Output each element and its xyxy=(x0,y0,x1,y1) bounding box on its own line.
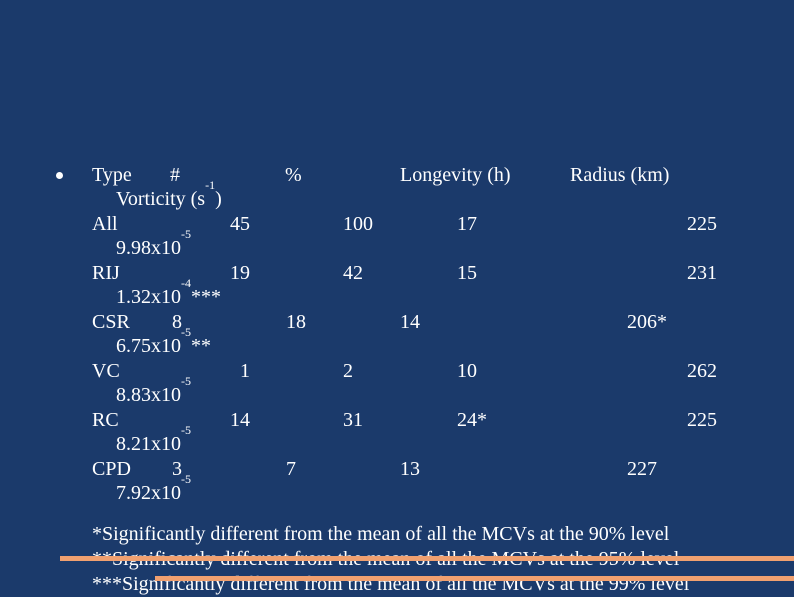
header-radius: Radius (km) xyxy=(570,164,670,186)
row-percent: 31 xyxy=(343,409,363,431)
row-longevity: 15 xyxy=(457,262,477,284)
row-vorticity: 1.32x10-4*** xyxy=(116,276,221,308)
row-radius: 227 xyxy=(627,458,657,480)
row-longevity: 24* xyxy=(457,409,487,431)
row-type: CPD xyxy=(92,458,131,480)
row-vorticity: 9.98x10-5 xyxy=(116,227,191,259)
row-percent: 2 xyxy=(343,360,353,382)
row-vorticity: 8.21x10-5 xyxy=(116,423,191,455)
row-type: RC xyxy=(92,409,119,431)
row-number: 1 xyxy=(240,360,250,382)
row-number: 8 xyxy=(172,311,182,333)
row-type: CSR xyxy=(92,311,130,333)
accent-stripe-top xyxy=(60,556,794,561)
bullet-dot xyxy=(56,172,63,179)
row-percent: 100 xyxy=(343,213,373,235)
header-type: Type xyxy=(92,164,132,186)
row-vorticity: 7.92x10-5 xyxy=(116,472,191,504)
accent-stripe-bottom xyxy=(155,576,794,581)
row-longevity: 10 xyxy=(457,360,477,382)
row-number: 19 xyxy=(230,262,250,284)
footnote-90: *Significantly different from the mean o… xyxy=(92,523,670,545)
header-vorticity: Vorticity (s-1) xyxy=(116,178,222,210)
row-number: 45 xyxy=(230,213,250,235)
row-vorticity: 6.75x10-5** xyxy=(116,325,211,357)
row-radius: 225 xyxy=(687,409,717,431)
row-radius: 231 xyxy=(687,262,717,284)
row-number: 14 xyxy=(230,409,250,431)
row-percent: 7 xyxy=(286,458,296,480)
header-number: # xyxy=(170,164,180,186)
row-radius: 262 xyxy=(687,360,717,382)
row-radius: 225 xyxy=(687,213,717,235)
row-vorticity: 8.83x10-5 xyxy=(116,374,191,406)
row-type: VC xyxy=(92,360,120,382)
row-radius: 206* xyxy=(627,311,667,333)
row-longevity: 14 xyxy=(400,311,420,333)
header-percent: % xyxy=(285,164,302,186)
row-percent: 42 xyxy=(343,262,363,284)
row-type: All xyxy=(92,213,118,235)
row-longevity: 13 xyxy=(400,458,420,480)
row-percent: 18 xyxy=(286,311,306,333)
header-longevity: Longevity (h) xyxy=(400,164,511,186)
row-longevity: 17 xyxy=(457,213,477,235)
row-number: 3 xyxy=(172,458,182,480)
row-type: RIJ xyxy=(92,262,120,284)
